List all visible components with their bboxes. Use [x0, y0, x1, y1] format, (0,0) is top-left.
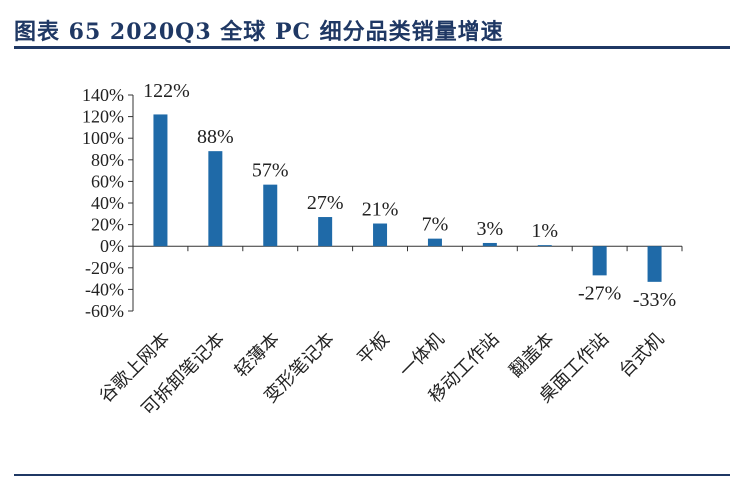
figure-title: 图表 65 2020Q3 全球 PC 细分品类销量增速 [14, 19, 504, 45]
bar [153, 114, 168, 247]
bar [263, 184, 278, 247]
data-label: -33% [633, 289, 676, 311]
data-label: 7% [422, 214, 449, 236]
bar [482, 242, 497, 247]
category-label: 台式机 [615, 329, 668, 382]
y-tick-label: -20% [85, 258, 124, 278]
y-tick-label: 60% [91, 171, 124, 191]
bar [427, 238, 442, 247]
bar [318, 217, 333, 247]
category-label: 一体机 [395, 329, 448, 382]
data-label: 88% [197, 126, 234, 148]
y-tick-label: 120% [82, 107, 124, 127]
data-label: 57% [252, 160, 289, 182]
bar [647, 246, 662, 282]
y-tick-label: 0% [100, 236, 124, 256]
data-label: 27% [307, 192, 344, 214]
y-tick-label: 100% [82, 128, 124, 148]
data-label: 1% [531, 220, 558, 242]
y-tick-label: 20% [91, 215, 124, 235]
bar [373, 223, 388, 247]
y-tick-label: -40% [85, 279, 124, 299]
category-label: 轻薄本 [231, 329, 284, 382]
data-label: 122% [143, 80, 190, 102]
data-label: -27% [578, 282, 621, 304]
category-label: 翻盖本 [505, 329, 558, 382]
y-tick-label: 80% [91, 150, 124, 170]
data-label: 21% [362, 199, 399, 221]
title-rule [14, 46, 730, 49]
y-tick-label: 40% [91, 193, 124, 213]
bottom-rule [14, 474, 730, 476]
data-label: 3% [477, 218, 504, 240]
bar [208, 151, 223, 247]
y-tick-label: 140% [82, 85, 124, 105]
bar [537, 245, 552, 247]
y-tick-label: -60% [85, 301, 124, 321]
bar [592, 246, 607, 276]
category-label: 平板 [353, 329, 393, 369]
